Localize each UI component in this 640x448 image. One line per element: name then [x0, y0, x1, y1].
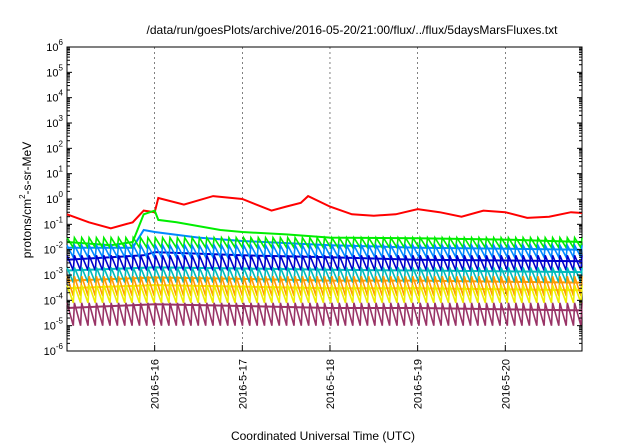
y-axis-label-main: protons/cm [20, 199, 34, 258]
y-tick-label: 102 [46, 139, 63, 155]
series-line-2 [66, 209, 583, 247]
y-tick-label: 10-2 [44, 241, 64, 257]
y-tick-label: 10-3 [44, 266, 64, 282]
y-tick-label: 101 [46, 165, 63, 181]
y-axis: 10-6 10-5 10-4 10-3 10-2 10-1 100 101 102 103 104 1… [44, 38, 582, 358]
y-tick-label: 10-4 [44, 291, 64, 307]
x-tick-label: 2016-5-20 [500, 359, 512, 409]
sawtooth-series-3 [66, 254, 583, 271]
x-axis-label: Coordinated Universal Time (UTC) [231, 429, 415, 443]
y-axis-label-sup: 2 [18, 194, 27, 199]
y-tick-label: 100 [46, 190, 63, 206]
y-tick-label: 105 [46, 63, 63, 79]
x-tick-label: 2016-5-19 [413, 359, 425, 409]
y-tick-label: 10-6 [44, 342, 64, 358]
y-tick-label: 104 [46, 89, 63, 105]
sawtooth-series-1 [66, 235, 583, 251]
chart-title: /data/run/goesPlots/archive/2016-05-20/2… [147, 23, 559, 37]
sawtooth-series-6 [66, 284, 583, 304]
y-axis-label-rest: -s-sr-MeV [20, 142, 34, 195]
series-line-1 [66, 194, 583, 230]
sawtooth-series-7 [66, 302, 583, 326]
plot-area [66, 46, 583, 352]
sawtooth-series-2 [66, 242, 583, 261]
y-tick-label: 103 [46, 114, 63, 130]
x-tick-label: 2016-5-18 [325, 359, 337, 409]
series-layer [66, 194, 583, 326]
y-tick-label: 106 [46, 38, 63, 54]
y-axis-label: protons/cm2-s-sr-MeV [18, 142, 34, 258]
x-tick-label: 2016-5-16 [150, 359, 162, 409]
y-tick-label: 10-5 [44, 317, 64, 333]
y-tick-label: 10-1 [44, 215, 64, 231]
x-axis: 2016-5-16 2016-5-17 2016-5-18 2016-5-19 2016… [150, 345, 512, 409]
x-tick-label: 2016-5-17 [237, 359, 249, 409]
